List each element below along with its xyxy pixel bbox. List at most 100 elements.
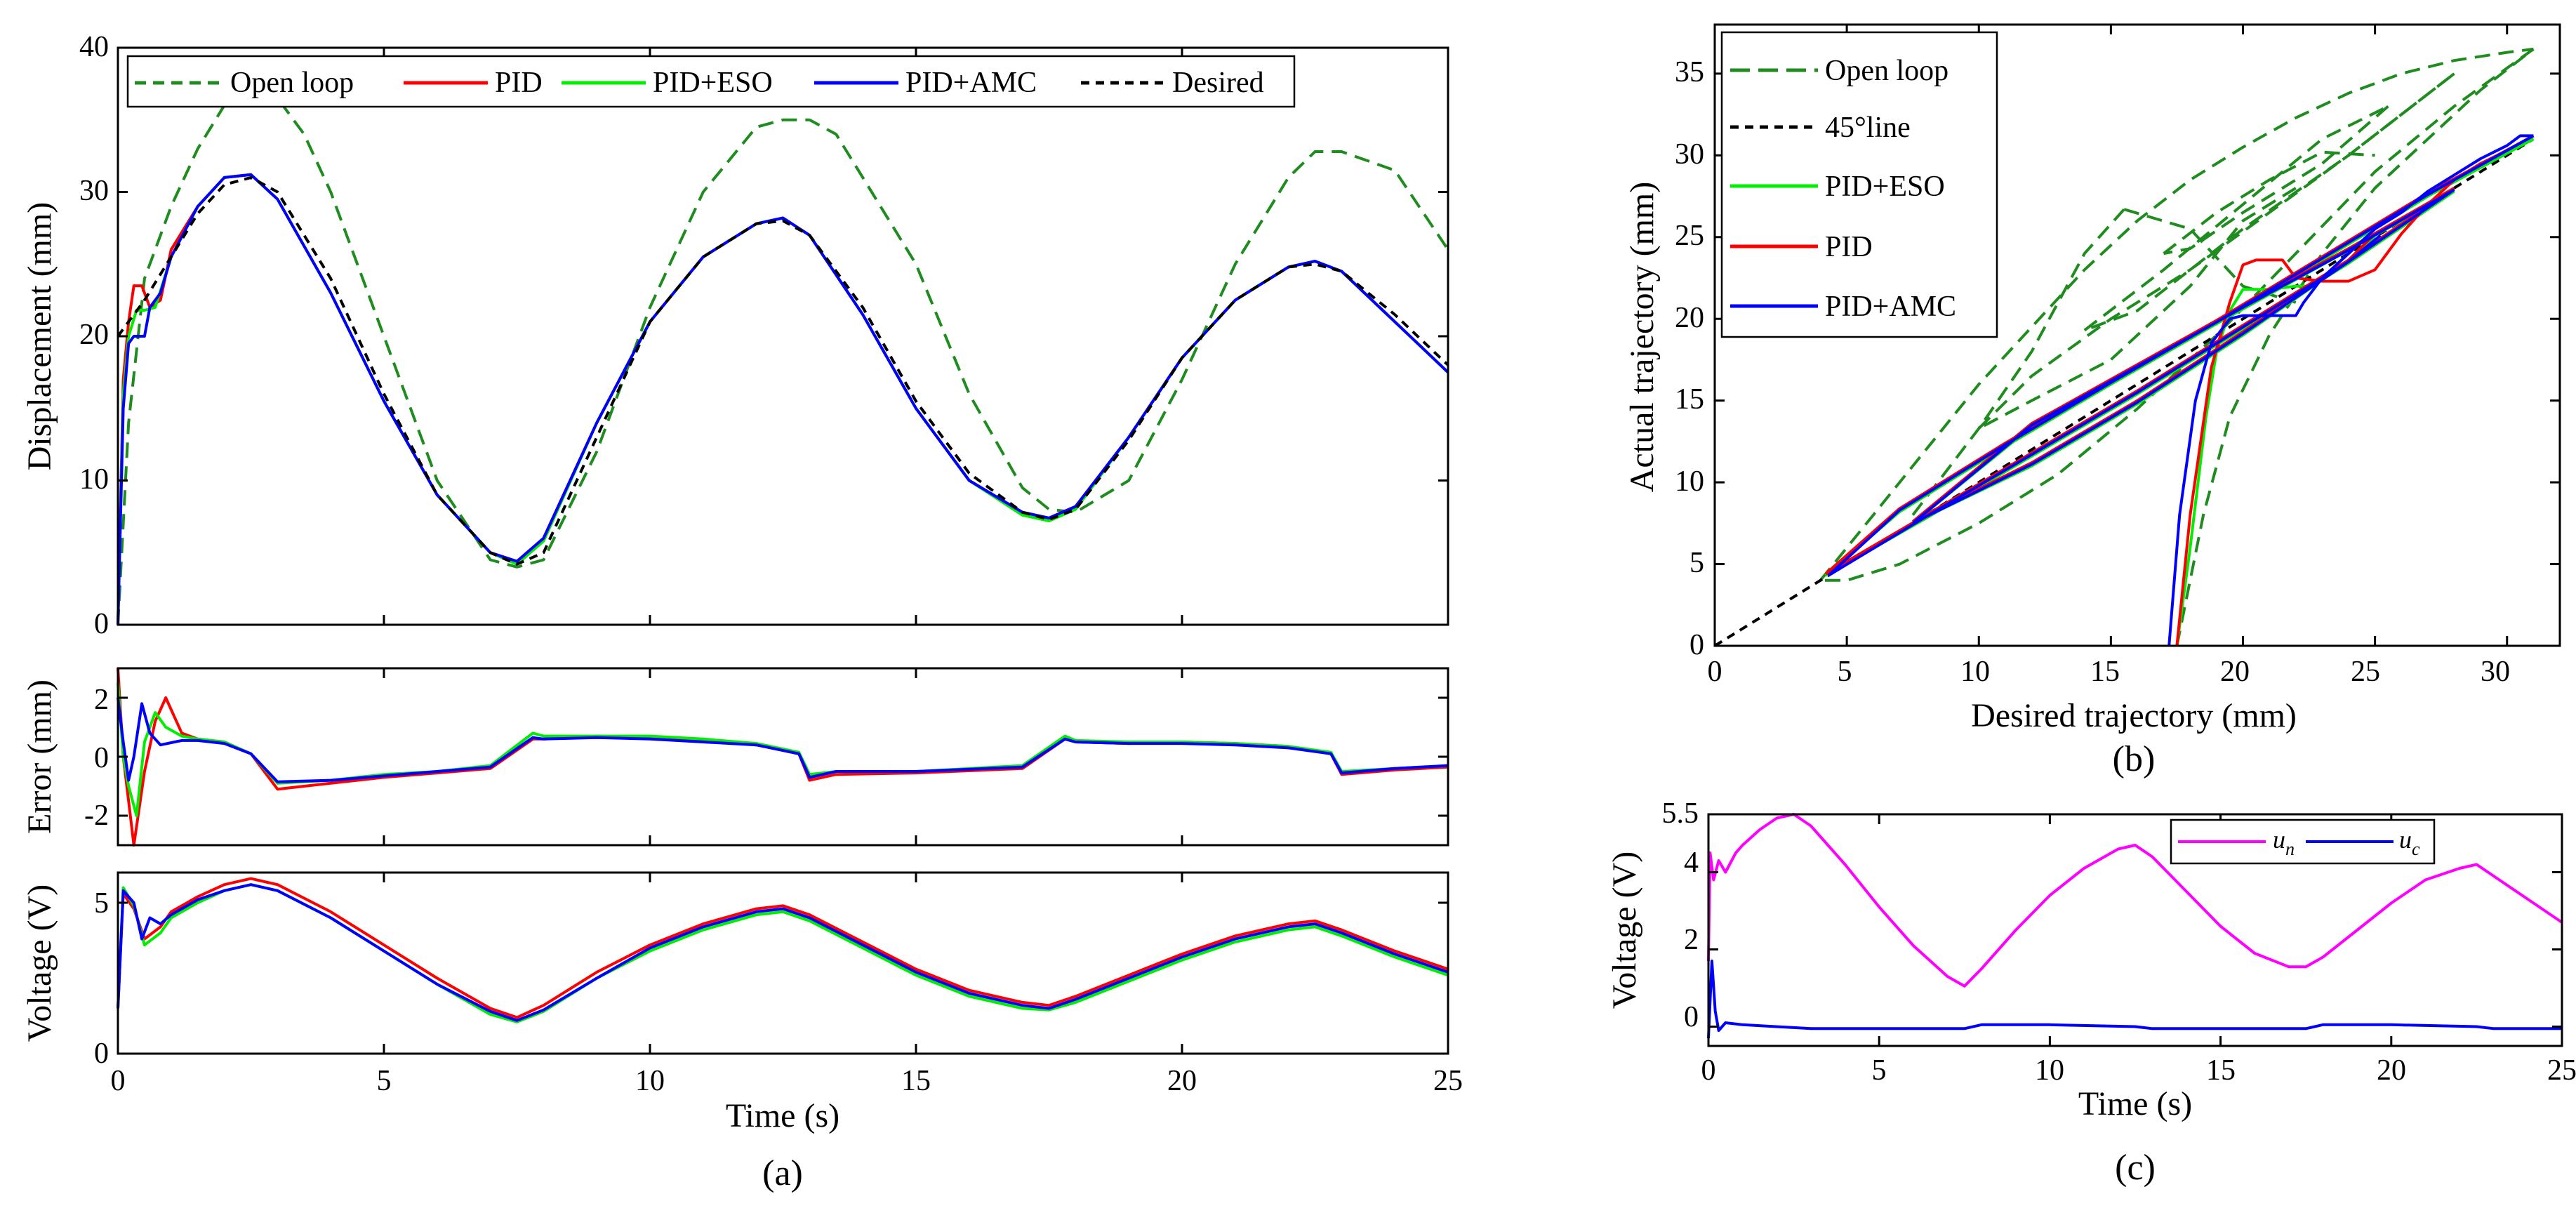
a-volt-ytick: 0 [94, 1038, 109, 1070]
a-time-xtick: 15 [901, 1065, 931, 1097]
legend-b-pid: PID [1825, 231, 1873, 263]
c-ytick: 4 [1684, 847, 1699, 879]
legend-a-pid-amc: PID+AMC [905, 67, 1037, 99]
panel-c: 0 5 10 15 20 25 0 2 4 5.5 Time (s) Volta… [1606, 797, 2576, 1188]
b-xtick: 25 [2351, 656, 2380, 688]
c-ytick: 0 [1684, 1001, 1699, 1033]
panel-a-displacement: 0 10 20 30 40 Displacement (mm) Open loo… [21, 31, 1449, 640]
panel-a-error-series [117, 668, 1449, 847]
series-line-pid-amc [1912, 234, 2382, 525]
legend-c-uc-sub: c [2412, 839, 2420, 859]
legend-a-pid-eso: PID+ESO [653, 67, 773, 99]
b-ytick: 25 [1675, 220, 1704, 252]
a-time-xlabel: Time (s) [726, 1097, 839, 1134]
a-disp-ytick: 20 [79, 319, 109, 351]
series-line-open-loop [2083, 105, 2389, 332]
b-xlabel: Desired trajectory (mm) [1971, 697, 2297, 734]
b-xtick: 10 [1960, 656, 1990, 688]
legend-a-desired: Desired [1172, 67, 1264, 99]
a-disp-ytick: 30 [79, 175, 109, 207]
b-xtick: 20 [2220, 656, 2250, 688]
series-line-open-loop [1819, 47, 2534, 582]
panel-a-voltage-frame [117, 871, 1449, 1055]
a-time-xtick: 5 [377, 1065, 392, 1097]
b-ytick: 30 [1675, 138, 1704, 171]
caption-a: (a) [762, 1153, 803, 1193]
series-line-uc [1707, 960, 2562, 1039]
a-time-xtick: 10 [635, 1065, 665, 1097]
series-line-open-loop [2175, 48, 2535, 647]
panel-c-ticks [1707, 813, 2563, 1046]
series-line-pid-amc [117, 697, 1449, 783]
c-xtick: 10 [2035, 1054, 2064, 1087]
c-xtick: 0 [1701, 1054, 1716, 1087]
legend-a: Open loop PID PID+ESO PID+AMC Desired [126, 55, 1296, 108]
b-xtick: 15 [2090, 656, 2120, 688]
c-ytick: 2 [1684, 924, 1699, 956]
series-line-desired [117, 175, 1449, 566]
a-err-ytick: -2 [84, 800, 109, 832]
c-xtick: 20 [2377, 1054, 2406, 1087]
panel-a-voltage-series [117, 877, 1449, 1023]
series-line-open-loop [1820, 48, 2535, 582]
a-disp-ytick: 0 [94, 608, 109, 640]
panel-c-frame [1707, 813, 2563, 1047]
c-ylabel: Voltage (V) [1606, 851, 1643, 1009]
legend-b-open-loop: Open loop [1825, 55, 1948, 87]
b-xtick: 5 [1838, 656, 1852, 688]
panel-c-series [1707, 813, 2563, 1039]
series-line-pid-eso [117, 682, 1449, 817]
c-xtick: 25 [2547, 1054, 2576, 1087]
b-ytick: 20 [1675, 302, 1704, 334]
c-xtick: 15 [2206, 1054, 2236, 1087]
a-err-ytick: 0 [94, 742, 109, 774]
a-err-ylabel: Error (mm) [21, 680, 58, 834]
b-ytick: 0 [1689, 629, 1704, 661]
legend-b-pid-eso: PID+ESO [1825, 171, 1945, 203]
series-line-pid [117, 877, 1449, 1019]
series-line-open-loop [1911, 208, 2125, 516]
legend-a-open-loop: Open loop [230, 67, 354, 99]
a-time-xtick: 20 [1167, 1065, 1197, 1097]
panel-a-error-ticks [117, 668, 1449, 845]
legend-c-uc-base: u [2399, 826, 2412, 854]
a-time-xtick: 0 [111, 1065, 126, 1097]
a-disp-ylabel: Displacement (mm) [21, 202, 58, 471]
legend-c-un-sub: n [2285, 839, 2295, 859]
caption-b: (b) [2113, 739, 2156, 779]
series-line-pid-amc [117, 883, 1449, 1022]
panel-a-voltage: 0 5 Voltage (V) 0 5 10 15 20 25 Time (s)… [21, 871, 1463, 1193]
a-err-ytick: 2 [94, 684, 109, 716]
b-ytick: 10 [1675, 465, 1704, 498]
panel-a-voltage-ticks [117, 873, 1449, 1055]
series-line-open-loop [2163, 150, 2375, 255]
b-ytick: 5 [1689, 547, 1704, 579]
panel-a-displacement-series [117, 96, 1449, 625]
legend-b-45line: 45°line [1825, 112, 1911, 144]
series-line-pid-amc [1911, 188, 2455, 524]
b-xtick: 0 [1708, 656, 1722, 688]
legend-c-uc: uc [2399, 826, 2420, 859]
series-line-open-loop [2084, 72, 2455, 332]
a-disp-ytick: 40 [79, 31, 109, 63]
b-xtick: 30 [2481, 656, 2510, 688]
panel-b: 0 5 10 15 20 25 30 0 5 10 15 20 25 30 35… [1624, 23, 2561, 779]
c-ytick: 5.5 [1662, 797, 1699, 830]
legend-b: Open loop 45°line PID+ESO PID PID+AMC [1720, 31, 1998, 338]
a-volt-ylabel: Voltage (V) [21, 884, 58, 1042]
a-time-xtick: 25 [1433, 1065, 1463, 1097]
c-xlabel: Time (s) [2078, 1085, 2192, 1122]
b-ytick: 35 [1675, 56, 1704, 88]
legend-a-pid: PID [495, 67, 543, 99]
a-disp-ytick: 10 [79, 463, 109, 496]
series-line-open-loop [2163, 105, 2389, 256]
panel-b-frame [1713, 23, 2561, 647]
series-line-pid-eso [117, 883, 1449, 1023]
legend-c-un-base: u [2273, 826, 2285, 854]
b-ytick: 15 [1675, 383, 1704, 416]
b-ylabel: Actual trajectory (mm) [1624, 182, 1661, 492]
legend-c: un uc [2170, 818, 2436, 865]
series-line-open-loop [1978, 187, 2297, 430]
series-line-un [1707, 813, 2563, 988]
panel-a-error: -2 0 2 Error (mm) [21, 667, 1449, 847]
